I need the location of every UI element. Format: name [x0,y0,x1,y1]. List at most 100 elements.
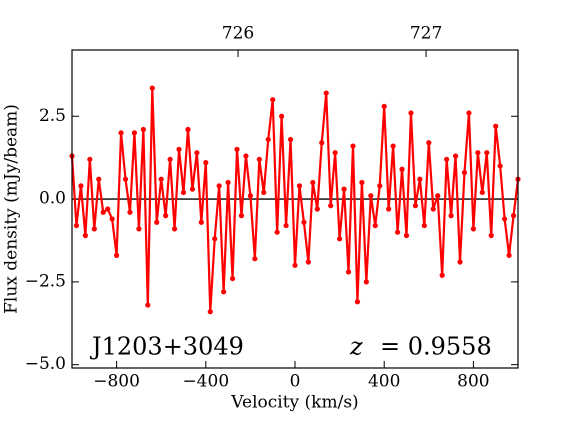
data-point [493,123,499,129]
data-point [417,176,423,182]
data-point [435,193,441,199]
annotation: = 0.9558 [380,333,492,361]
x-tick-label: −800 [93,372,140,392]
data-point [229,275,236,282]
data-point [238,213,245,219]
data-point [131,130,138,136]
data-point [497,163,503,169]
data-point [91,226,97,232]
data-point [122,176,129,182]
data-point [337,236,343,242]
data-point [408,110,414,116]
data-point [301,219,307,225]
data-point [506,252,512,258]
data-point [368,193,374,199]
plot-frame [71,49,519,369]
data-point [270,97,276,103]
data-point [439,272,445,278]
data-point [470,226,476,232]
data-point [167,156,173,162]
data-point [189,186,196,192]
y-tick-label: 0.0 [39,189,66,209]
data-point [448,213,454,219]
x2-tick-label: 727 [410,24,442,44]
data-point [328,203,334,209]
data-point [221,289,227,295]
data-point [310,179,316,186]
data-point [457,259,463,265]
data-point [96,176,102,182]
data-point [203,160,209,166]
data-point [390,143,396,149]
data-point [171,226,178,232]
x-tick-label: 800 [457,372,489,392]
data-point [114,252,120,258]
x-tick-label: 0 [290,372,301,392]
data-point [283,222,289,229]
data-point [105,206,111,212]
data-point [109,216,115,222]
data-point [198,219,204,225]
x-tick-label: 400 [368,372,400,392]
data-point [510,213,517,219]
data-point [180,189,187,196]
data-point [256,156,262,162]
data-line [70,88,520,312]
data-point [145,302,151,308]
data-point [87,156,93,162]
data-point [381,103,387,109]
y-tick-label: −5.0 [25,354,66,374]
data-point [426,140,432,146]
annotation: z [349,333,363,361]
data-point [243,153,249,159]
data-point [265,136,271,143]
data-point [466,110,472,116]
data-point [154,219,160,225]
y-tick-label: 2.5 [39,106,66,126]
data-point [149,85,155,91]
data-point [185,126,191,133]
data-point [292,262,298,268]
data-point [319,140,325,146]
annotation: J1203+3049 [89,333,244,361]
data-point [274,229,280,235]
data-point [234,146,240,152]
data-point [461,169,468,176]
data-point [100,209,106,215]
data-point [279,113,285,119]
data-point [78,183,84,189]
data-point [82,232,88,239]
x2-tick-label: 726 [222,24,254,44]
data-point [261,189,267,196]
data-point [359,179,365,186]
data-point [430,206,436,212]
data-point [140,126,146,133]
data-point [216,183,222,189]
data-point [323,90,329,96]
data-point [118,130,124,136]
data-point [372,222,378,229]
data-point [136,226,142,232]
data-point [412,203,419,209]
x-axis-label: Velocity (km/s) [230,393,358,413]
data-point [363,279,369,285]
data-point [176,146,182,152]
data-point [194,150,200,156]
data-point [163,213,169,219]
data-point [212,236,218,242]
data-point [296,183,303,189]
data-point [488,232,494,239]
data-point [127,209,133,215]
data-point [207,309,213,315]
data-point [386,206,392,212]
data-point [354,299,361,305]
data-point [341,186,347,192]
data-point [247,193,253,199]
y-axis-label: Flux density (mJy/beam) [2,104,22,314]
data-point [403,232,410,239]
data-point [345,269,352,275]
data-point [475,150,481,156]
data-point [287,136,294,143]
data-point [332,150,338,156]
